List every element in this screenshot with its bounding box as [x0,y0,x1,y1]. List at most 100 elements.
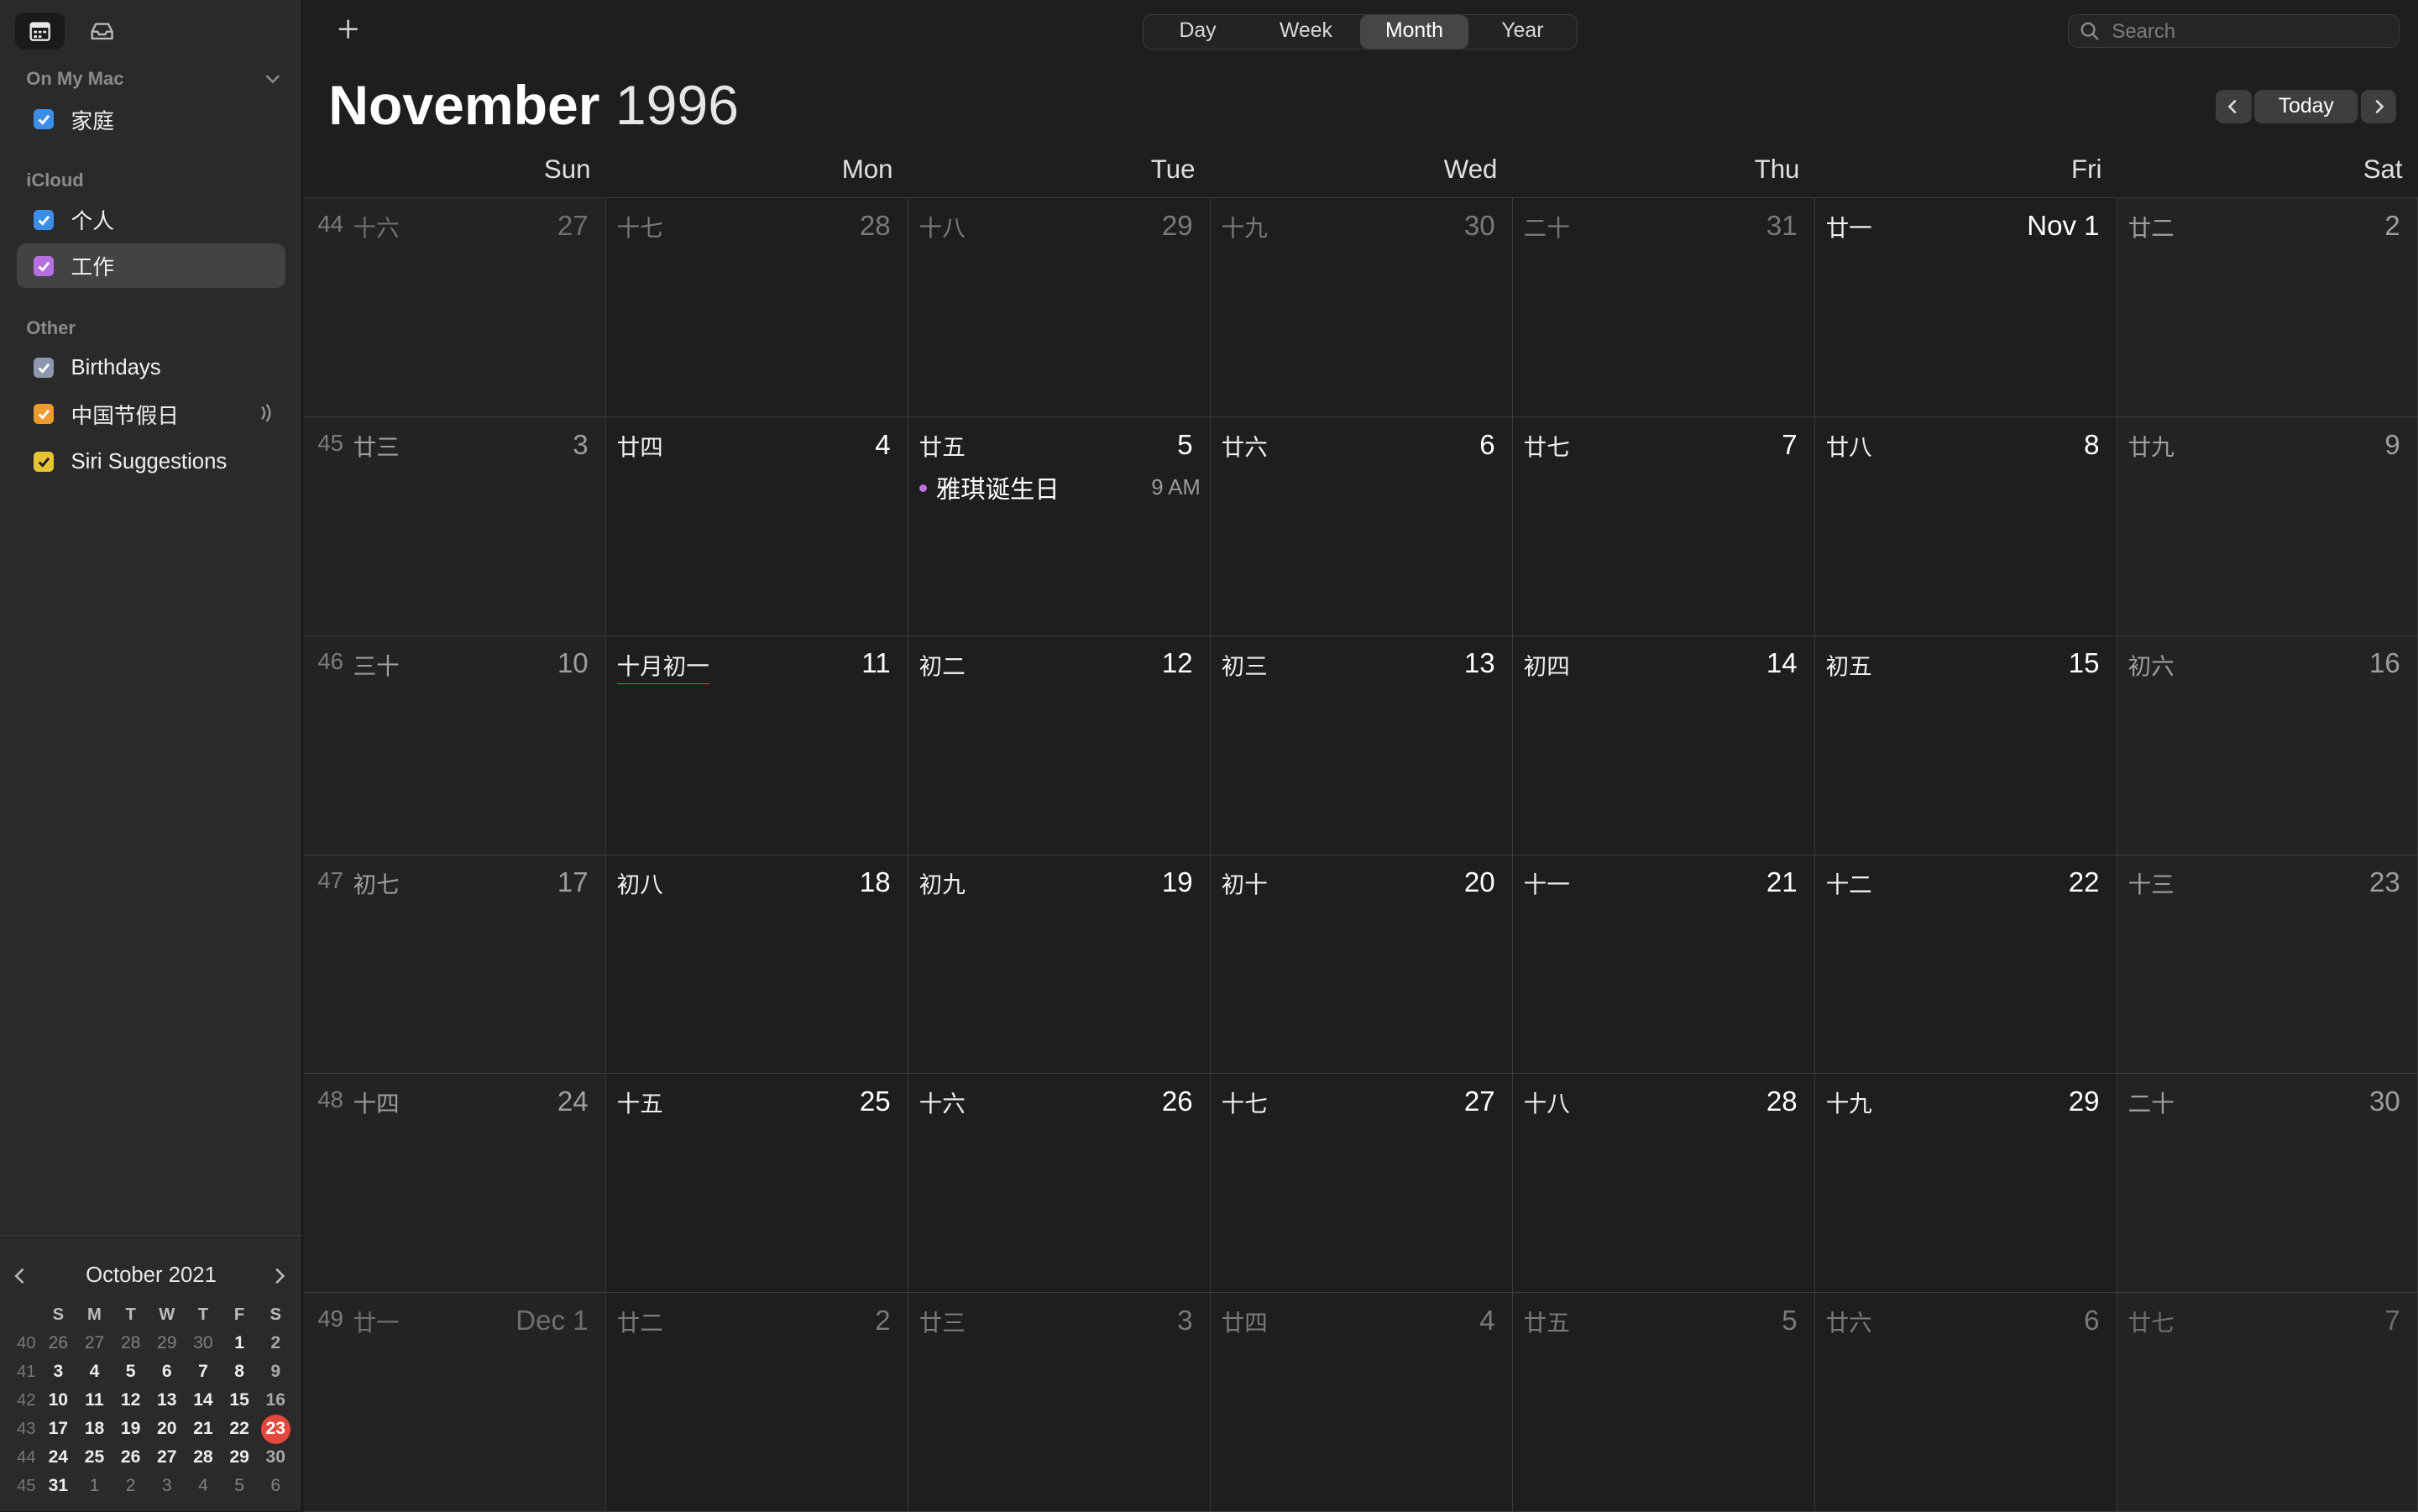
day-cell[interactable]: 45 廿三 3 [303,416,606,636]
mini-day[interactable]: 15 [222,1390,258,1410]
calendar-item-work[interactable]: 工作 [17,243,285,289]
plus-icon[interactable] [336,17,360,41]
next-month-button[interactable] [2360,89,2397,123]
mini-day[interactable]: 3 [149,1476,185,1496]
mini-day[interactable]: 30 [258,1447,294,1468]
mini-day[interactable]: 22 [222,1419,258,1439]
calendar-item-family[interactable]: 家庭 [17,97,285,142]
day-cell[interactable]: 廿一 Nov 1 [1814,198,2117,417]
mini-day[interactable]: 8 [222,1362,258,1382]
chevron-left-icon[interactable] [9,1265,31,1287]
checkbox-birthdays[interactable] [34,358,55,378]
mini-day[interactable]: 6 [149,1362,185,1382]
calendar-item-china-holidays[interactable]: 中国节假日 [17,392,285,437]
mini-day[interactable]: 25 [76,1447,113,1468]
mini-day[interactable]: 27 [76,1333,113,1353]
calendar-item-personal[interactable]: 个人 [17,197,285,242]
day-cell[interactable]: 廿六 6 [1814,1293,2117,1512]
day-cell[interactable]: 初八 18 [605,855,908,1075]
today-button[interactable]: Today [2254,89,2358,123]
day-cell[interactable]: 廿五 5 雅琪诞生日 9 AM [908,416,1211,636]
calendar-item-siri-suggestions[interactable]: Siri Suggestions [17,439,285,484]
mini-day[interactable]: 28 [113,1333,149,1353]
day-cell[interactable]: 二十 31 [1512,198,1815,417]
chevron-down-icon[interactable] [262,68,284,90]
mini-day[interactable]: 29 [149,1333,185,1353]
day-cell[interactable]: 初六 16 [2117,636,2418,855]
day-cell[interactable]: 初九 19 [908,855,1211,1075]
day-cell[interactable]: 廿二 2 [605,1293,908,1512]
mini-day[interactable]: 31 [40,1476,76,1496]
mini-day[interactable]: 28 [185,1447,221,1468]
day-cell[interactable]: 廿八 8 [1814,416,2117,636]
checkbox-work[interactable] [34,255,55,276]
mini-day[interactable]: 27 [149,1447,185,1468]
checkbox-china-holidays[interactable] [34,404,55,425]
checkbox-personal[interactable] [34,209,55,230]
search-input[interactable] [2108,16,2393,48]
view-year-button[interactable]: Year [1501,18,1544,42]
mini-day[interactable]: 17 [40,1419,76,1439]
day-cell[interactable]: 初十 20 [1210,855,1513,1075]
day-cell[interactable]: 二十 30 [2117,1074,2418,1294]
mini-day[interactable]: 19 [113,1419,149,1439]
calendar-event[interactable]: 雅琪诞生日 9 AM [919,473,1201,504]
checkbox-siri-suggestions[interactable] [34,452,55,473]
day-cell[interactable]: 十九 29 [1814,1074,2117,1294]
mini-day[interactable]: 10 [40,1390,76,1410]
mini-day[interactable]: 30 [185,1333,221,1353]
day-cell[interactable]: 廿五 5 [1512,1293,1815,1512]
mini-day[interactable]: 4 [185,1476,221,1496]
mini-day[interactable]: 1 [222,1333,258,1353]
mini-day[interactable]: 2 [258,1333,294,1353]
day-cell[interactable]: 初四 14 [1512,636,1815,855]
day-cell[interactable]: 十七 28 [605,198,908,417]
day-cell[interactable]: 初五 15 [1814,636,2117,855]
mini-day[interactable]: 14 [185,1390,221,1410]
view-month-button[interactable]: Month [1359,14,1468,49]
day-cell[interactable]: 十五 25 [605,1074,908,1294]
mini-day[interactable]: 20 [149,1419,185,1439]
day-cell[interactable]: 十七 27 [1210,1074,1513,1294]
day-cell[interactable]: 廿三 3 [908,1293,1211,1512]
day-cell[interactable]: 廿六 6 [1210,416,1513,636]
day-cell[interactable]: 廿九 9 [2117,416,2418,636]
mini-day[interactable]: 3 [40,1362,76,1382]
day-cell[interactable]: 廿七 7 [2117,1293,2418,1512]
day-cell[interactable]: 44 十六 27 [303,198,606,417]
day-cell[interactable]: 十八 29 [908,198,1211,417]
mini-day[interactable]: 21 [185,1419,221,1439]
day-cell[interactable]: 48 十四 24 [303,1074,606,1294]
mini-day-today[interactable]: 23 [258,1414,294,1444]
day-cell[interactable]: 十一 21 [1512,855,1815,1075]
mini-day[interactable]: 2 [113,1476,149,1496]
day-cell[interactable]: 十二 22 [1814,855,2117,1075]
mini-day[interactable]: 9 [258,1362,294,1382]
mini-day[interactable]: 7 [185,1362,221,1382]
mini-day[interactable]: 1 [76,1476,113,1496]
day-cell[interactable]: 廿七 7 [1512,416,1815,636]
day-cell[interactable]: 初三 13 [1210,636,1513,855]
calendar-item-birthdays[interactable]: Birthdays [17,345,285,390]
day-cell[interactable]: 47 初七 17 [303,855,606,1075]
day-cell[interactable]: 廿二 2 [2117,198,2418,417]
day-cell[interactable]: 十八 28 [1512,1074,1815,1294]
mini-day[interactable]: 5 [113,1362,149,1382]
chevron-right-icon[interactable] [269,1265,290,1287]
day-cell[interactable]: 46 三十 10 [303,636,606,855]
mini-day[interactable]: 4 [76,1362,113,1382]
checkbox-family[interactable] [34,109,55,130]
day-cell[interactable]: 十六 26 [908,1074,1211,1294]
mini-day[interactable]: 18 [76,1419,113,1439]
mini-day[interactable]: 5 [222,1476,258,1496]
day-cell[interactable]: 廿四 4 [1210,1293,1513,1512]
day-cell[interactable]: 初二 12 [908,636,1211,855]
view-week-button[interactable]: Week [1280,18,1332,42]
mini-day[interactable]: 13 [149,1390,185,1410]
day-cell[interactable]: 廿四 4 [605,416,908,636]
previous-month-button[interactable] [2216,89,2252,123]
view-day-button[interactable]: Day [1179,18,1217,42]
mini-day[interactable]: 11 [76,1390,113,1410]
day-cell[interactable]: 49 廿一 Dec 1 [303,1293,606,1512]
mini-day[interactable]: 6 [258,1476,294,1496]
